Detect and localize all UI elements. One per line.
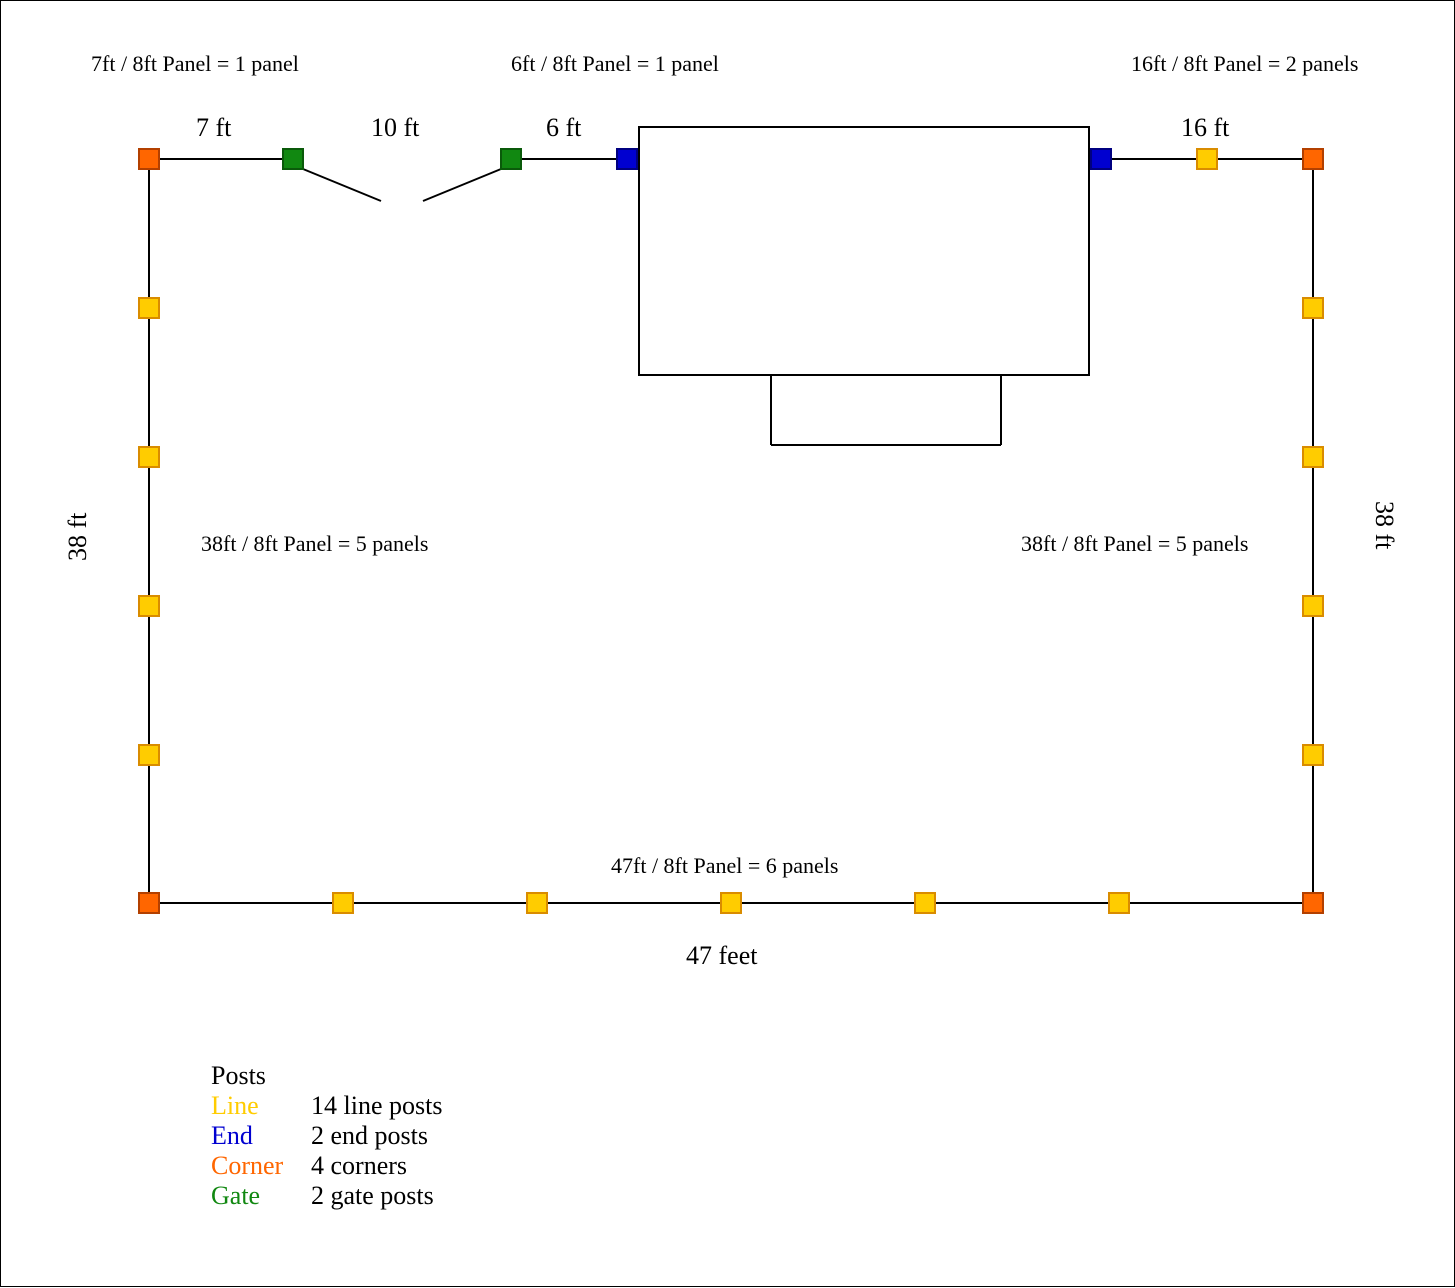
line-post-11 xyxy=(915,893,935,913)
line-post-4 xyxy=(1303,298,1323,318)
line-post-3 xyxy=(139,745,159,765)
legend-desc-line: 14 line posts xyxy=(311,1091,442,1121)
legend-title: Posts xyxy=(211,1061,442,1091)
line-post-0 xyxy=(139,298,159,318)
corner-post-3 xyxy=(1303,893,1323,913)
house-outline xyxy=(639,127,1089,375)
legend-key-gate: Gate xyxy=(211,1181,311,1211)
legend: Posts Line14 line postsEnd2 end postsCor… xyxy=(211,1061,442,1211)
gate-post-0 xyxy=(283,149,303,169)
corner-post-2 xyxy=(139,893,159,913)
legend-desc-end: 2 end posts xyxy=(311,1121,428,1151)
gate-post-1 xyxy=(501,149,521,169)
legend-row-line: Line14 line posts xyxy=(211,1091,442,1121)
line-post-5 xyxy=(1303,447,1323,467)
line-post-2 xyxy=(139,596,159,616)
legend-key-corner: Corner xyxy=(211,1151,311,1181)
corner-post-1 xyxy=(1303,149,1323,169)
line-post-7 xyxy=(1303,745,1323,765)
legend-desc-gate: 2 gate posts xyxy=(311,1181,434,1211)
legend-key-end: End xyxy=(211,1121,311,1151)
line-post-1 xyxy=(139,447,159,467)
legend-row-gate: Gate2 gate posts xyxy=(211,1181,442,1211)
legend-key-line: Line xyxy=(211,1091,311,1121)
line-post-8 xyxy=(333,893,353,913)
line-post-6 xyxy=(1303,596,1323,616)
end-post-1 xyxy=(1091,149,1111,169)
diagram-canvas: 7ft / 8ft Panel = 1 panel 6ft / 8ft Pane… xyxy=(0,0,1455,1287)
line-post-12 xyxy=(1109,893,1129,913)
end-post-0 xyxy=(617,149,637,169)
legend-row-corner: Corner4 corners xyxy=(211,1151,442,1181)
line-post-10 xyxy=(721,893,741,913)
line-post-13 xyxy=(1197,149,1217,169)
legend-desc-corner: 4 corners xyxy=(311,1151,407,1181)
corner-post-0 xyxy=(139,149,159,169)
legend-row-end: End2 end posts xyxy=(211,1121,442,1151)
line-post-9 xyxy=(527,893,547,913)
